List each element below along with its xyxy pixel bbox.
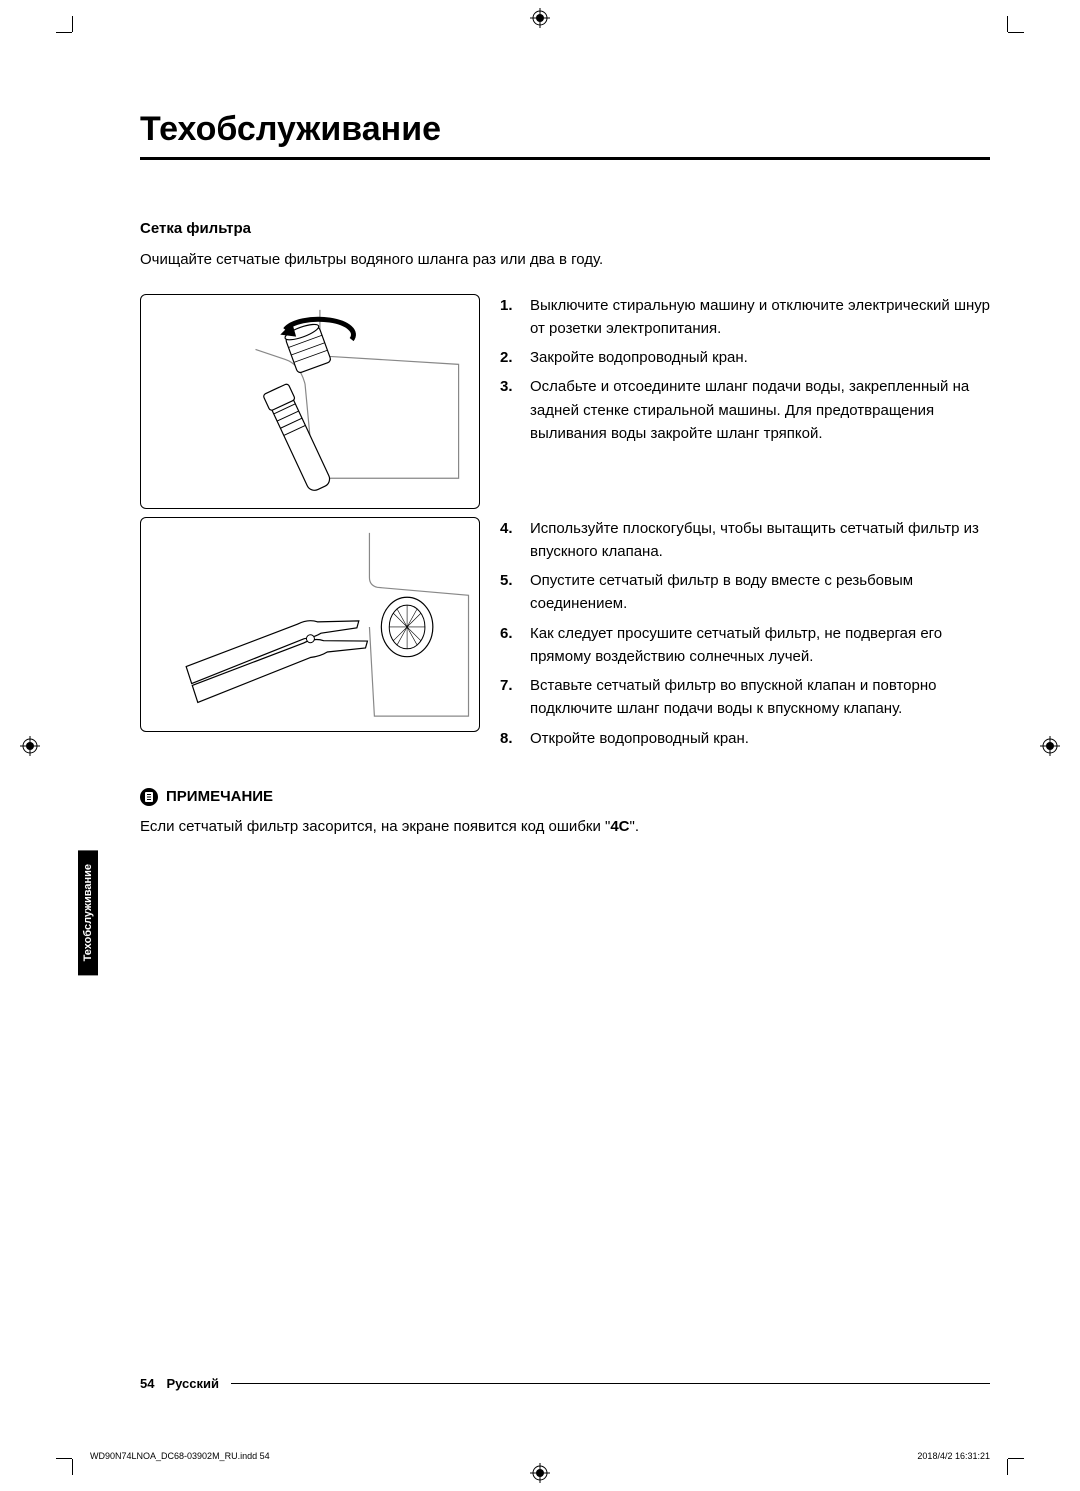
intro-text: Очищайте сетчатые фильтры водяного шланг… xyxy=(140,249,990,272)
note-text: Если сетчатый фильтр засорится, на экран… xyxy=(140,816,990,839)
footer: 54 Русский xyxy=(140,1376,990,1391)
step-number: 8. xyxy=(500,727,518,750)
steps-block-1: 1. Выключите стиральную машину и отключит… xyxy=(500,294,990,452)
step-number: 5. xyxy=(500,569,518,616)
steps-block-2: 4. Используйте плоскогубцы, чтобы вытащит… xyxy=(500,517,990,756)
title-rule xyxy=(140,157,990,160)
note-title: ПРИМЕЧАНИЕ xyxy=(166,788,273,805)
step-text: Вставьте сетчатый фильтр во впускной кла… xyxy=(530,674,990,721)
step-text: Выключите стиральную машину и отключите … xyxy=(530,294,990,341)
footer-rule xyxy=(231,1383,990,1384)
step-item: 3.Ослабьте и отсоедините шланг подачи во… xyxy=(500,375,990,445)
step-item: 4. Используйте плоскогубцы, чтобы вытащит… xyxy=(500,517,990,564)
step-text: Закройте водопроводный кран. xyxy=(530,346,990,369)
step-text: Откройте водопроводный кран. xyxy=(530,727,990,750)
step-number: 2. xyxy=(500,346,518,369)
step-item: 1. Выключите стиральную машину и отключит… xyxy=(500,294,990,341)
note-text-after: ". xyxy=(630,818,640,835)
step-number: 7. xyxy=(500,674,518,721)
note-icon xyxy=(140,788,158,806)
content-row-1: 1. Выключите стиральную машину и отключит… xyxy=(140,294,990,509)
page-number: 54 xyxy=(140,1376,154,1391)
note-section: ПРИМЕЧАНИЕ Если сетчатый фильтр засоритс… xyxy=(140,788,990,839)
step-item: 6. Как следует просушите сетчатый фильтр,… xyxy=(500,622,990,669)
step-number: 3. xyxy=(500,375,518,445)
step-number: 1. xyxy=(500,294,518,341)
content-row-2: 4. Используйте плоскогубцы, чтобы вытащит… xyxy=(140,517,990,756)
language-label: Русский xyxy=(166,1376,219,1391)
meta-timestamp: 2018/4/2 16:31:21 xyxy=(917,1451,990,1461)
step-text: Опустите сетчатый фильтр в воду вместе с… xyxy=(530,569,990,616)
step-item: 2. Закройте водопроводный кран. xyxy=(500,346,990,369)
note-error-code: 4C xyxy=(610,818,629,835)
figure-pliers-filter xyxy=(140,517,480,732)
subheading-filter: Сетка фильтра xyxy=(140,220,990,237)
note-text-before: Если сетчатый фильтр засорится, на экран… xyxy=(140,818,610,835)
step-number: 4. xyxy=(500,517,518,564)
step-item: 7. Вставьте сетчатый фильтр во впускной к… xyxy=(500,674,990,721)
step-number: 6. xyxy=(500,622,518,669)
step-text: Ослабьте и отсоедините шланг подачи воды… xyxy=(530,375,990,445)
step-item: 5. Опустите сетчатый фильтр в воду вместе… xyxy=(500,569,990,616)
figure-hose-detach xyxy=(140,294,480,509)
step-text: Используйте плоскогубцы, чтобы вытащить … xyxy=(530,517,990,564)
page-title: Техобслуживание xyxy=(140,110,990,149)
meta-footer: WD90N74LNOA_DC68-03902M_RU.indd 54 2018/… xyxy=(90,1451,990,1461)
step-item: 8. Откройте водопроводный кран. xyxy=(500,727,990,750)
step-text: Как следует просушите сетчатый фильтр, н… xyxy=(530,622,990,669)
meta-filename: WD90N74LNOA_DC68-03902M_RU.indd 54 xyxy=(90,1451,270,1461)
